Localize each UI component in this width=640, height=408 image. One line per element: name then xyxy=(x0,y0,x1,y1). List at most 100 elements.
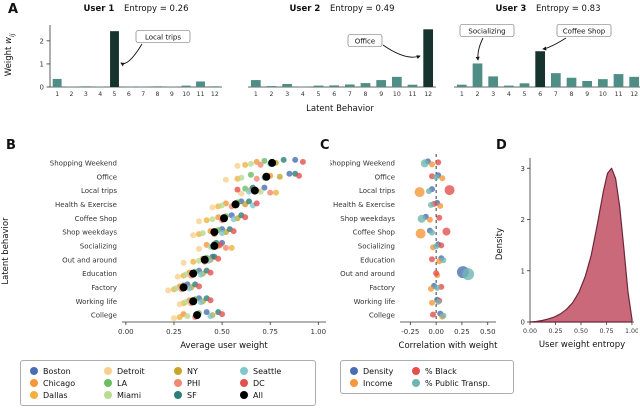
dot-plot: Shopping Weekend Office Local trips Health … xyxy=(50,156,326,351)
ylabel-w-symbol: w xyxy=(4,37,15,44)
svg-text:8: 8 xyxy=(156,91,160,98)
panel-label-c: C xyxy=(320,138,330,153)
legend-label: Density xyxy=(363,366,394,376)
city-legend-item-sf: SF xyxy=(174,389,232,401)
svg-text:Local trips: Local trips xyxy=(81,187,117,195)
legend-dot-icon xyxy=(104,379,112,387)
city-legend-item-detroit: Detroit xyxy=(104,365,166,377)
svg-text:User weight entropy: User weight entropy xyxy=(539,340,625,350)
svg-text:Coffee Shop: Coffee Shop xyxy=(75,215,118,223)
corr-legend-item--public-transp-: % Public Transp. xyxy=(412,377,504,389)
svg-text:4: 4 xyxy=(301,91,305,98)
entropy-density-chart: 0.00 0.25 0.50 0.75 1.00 0 1 2 3 User weight entr… xyxy=(521,158,638,350)
svg-text:Correlation with weight: Correlation with weight xyxy=(399,341,499,351)
svg-text:0.75: 0.75 xyxy=(599,328,613,335)
city-legend-item-chicago: Chicago xyxy=(30,377,96,389)
svg-text:Socializing: Socializing xyxy=(80,242,117,250)
svg-text:Office: Office xyxy=(375,173,395,181)
svg-text:12: 12 xyxy=(211,91,219,98)
legend-dot-icon xyxy=(350,367,358,375)
svg-text:0.50: 0.50 xyxy=(480,328,496,336)
user3-label: User 3 xyxy=(495,4,527,14)
legend-dot-icon xyxy=(240,367,248,375)
panel-label-b: B xyxy=(6,138,16,153)
legend-label: DC xyxy=(253,378,265,388)
svg-text:2: 2 xyxy=(40,37,44,45)
svg-text:Factory: Factory xyxy=(91,284,117,292)
city-legend-item-seattle: Seattle xyxy=(240,365,306,377)
legend-label: LA xyxy=(117,378,128,388)
svg-text:5: 5 xyxy=(113,91,117,98)
svg-text:Local trips: Local trips xyxy=(145,34,181,42)
legend-label: Seattle xyxy=(253,366,282,376)
svg-text:Socializing: Socializing xyxy=(358,242,395,250)
svg-text:3: 3 xyxy=(285,91,289,98)
density-plot: 0.00 0.25 0.50 0.75 1.00 0 1 2 3 User weight entr… xyxy=(521,158,638,350)
legend-label: Chicago xyxy=(43,378,76,388)
legend-label: Detroit xyxy=(117,366,145,376)
svg-text:College: College xyxy=(369,312,395,320)
panel-label-a: A xyxy=(8,2,19,17)
user2-entropy: Entropy = 0.49 xyxy=(330,4,395,14)
average-weight-dot-plot: Shopping Weekend Office Local trips Health … xyxy=(50,156,326,351)
svg-text:0.25: 0.25 xyxy=(548,328,562,335)
svg-text:1: 1 xyxy=(40,60,44,68)
svg-text:9: 9 xyxy=(170,91,174,98)
legend-label: Miami xyxy=(117,390,142,400)
svg-text:2: 2 xyxy=(521,216,525,224)
city-legend-item-all: All xyxy=(240,389,306,401)
svg-text:Shop weekdays: Shop weekdays xyxy=(62,229,117,237)
svg-text:0: 0 xyxy=(40,84,44,92)
svg-text:9: 9 xyxy=(379,91,383,98)
legend-dot-icon xyxy=(240,379,248,387)
svg-text:1: 1 xyxy=(254,91,258,98)
correlation-legend: Density Income % Black % Public Transp. xyxy=(340,360,514,394)
svg-text:Health & Exercise: Health & Exercise xyxy=(333,201,395,209)
city-legend: Boston Chicago Dallas Detroit LA Miami NY PHI SF… xyxy=(20,360,316,406)
svg-text:4: 4 xyxy=(98,91,102,98)
legend-dot-icon xyxy=(412,367,420,375)
legend-dot-icon xyxy=(30,367,38,375)
svg-text:Working life: Working life xyxy=(354,298,395,306)
city-legend-item-phi: PHI xyxy=(174,377,232,389)
svg-text:8: 8 xyxy=(364,91,368,98)
ylabel-w-subscript: ij xyxy=(7,33,16,38)
legend-dot-icon xyxy=(104,367,112,375)
panel-b-ylabel: Latent behavior xyxy=(1,217,11,285)
annotation: Coffee Shop xyxy=(542,24,612,51)
annotation: Local trips xyxy=(120,30,191,67)
city-legend-item-dallas: Dallas xyxy=(30,389,96,401)
city-legend-item-dc: DC xyxy=(240,377,306,389)
svg-text:1: 1 xyxy=(521,267,525,275)
bar-plot: 1 2 3 4 5 6 7 8 9 10 11 12 xyxy=(248,29,436,98)
svg-text:10: 10 xyxy=(599,91,607,98)
svg-text:Shopping Weekend: Shopping Weekend xyxy=(50,159,117,167)
svg-text:11: 11 xyxy=(615,91,623,98)
svg-text:Shopping Weekend: Shopping Weekend xyxy=(330,159,395,167)
svg-text:2: 2 xyxy=(270,91,274,98)
svg-text:Coffee Shop: Coffee Shop xyxy=(353,229,396,237)
svg-text:Working life: Working life xyxy=(76,298,117,306)
svg-text:Office: Office xyxy=(355,38,375,46)
corr-legend-item-density: Density xyxy=(350,365,404,377)
svg-text:10: 10 xyxy=(182,91,190,98)
user3-entropy: Entropy = 0.83 xyxy=(536,4,601,14)
svg-text:0.25: 0.25 xyxy=(454,328,470,336)
user3-title: User 3 Entropy = 0.83 xyxy=(444,4,640,17)
annotation: Socializing xyxy=(459,24,515,61)
svg-text:Office: Office xyxy=(97,173,117,181)
city-legend-item-miami: Miami xyxy=(104,389,166,401)
bar-plot: 1 2 3 4 5 6 7 8 9 10 11 12 xyxy=(454,51,640,98)
dot-plot: Shopping Weekend Office Local trips Health … xyxy=(330,154,498,351)
user2-bar-panel: User 2 Entropy = 0.49 1 2 3 4 5 6 7 8 9 10 11 12 Off… xyxy=(238,4,442,105)
svg-text:10: 10 xyxy=(393,91,401,98)
ylabel-weight-text: Weight xyxy=(4,46,15,77)
svg-text:0.50: 0.50 xyxy=(574,328,588,335)
svg-text:2: 2 xyxy=(70,91,74,98)
legend-label: All xyxy=(253,390,263,400)
svg-text:Factory: Factory xyxy=(369,284,395,292)
svg-text:6: 6 xyxy=(332,91,336,98)
corr-legend-item-income: Income xyxy=(350,377,404,389)
